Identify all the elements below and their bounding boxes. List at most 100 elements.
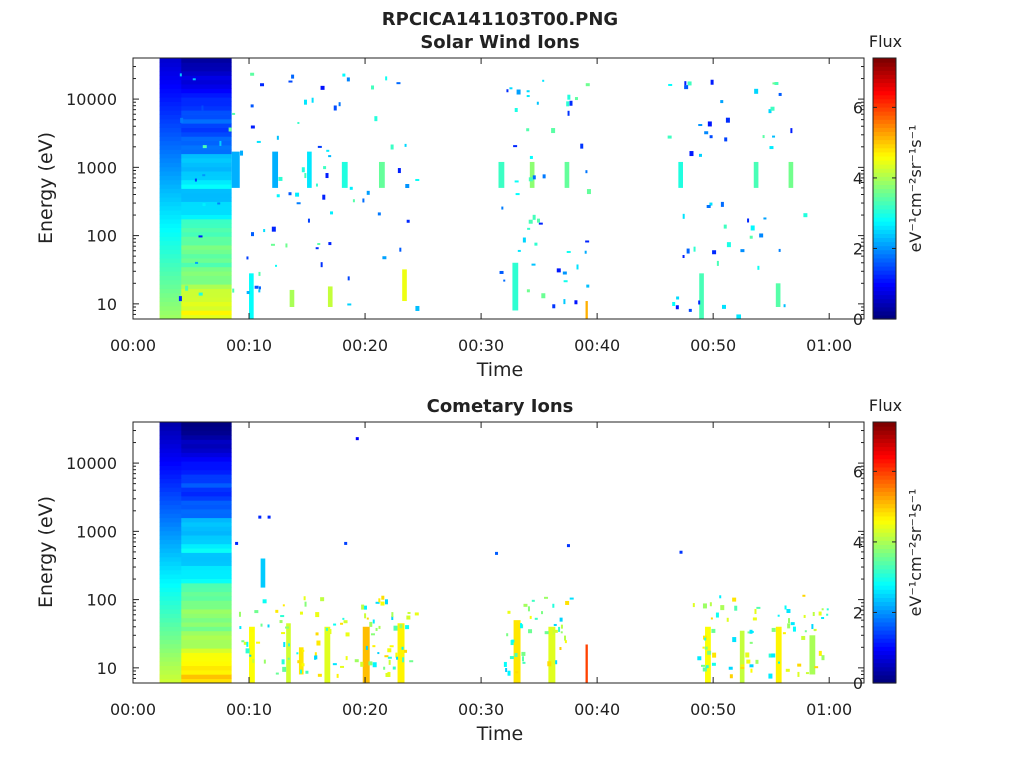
flux-bin — [159, 236, 232, 242]
flux-pixel — [754, 608, 757, 614]
flux-pixel — [178, 296, 182, 302]
flux-point — [355, 437, 359, 441]
colorbar-step — [873, 638, 896, 643]
flux-pixel — [340, 665, 345, 668]
flux-bin — [159, 652, 182, 658]
flux-pixel — [405, 184, 410, 189]
flux-pixel — [258, 271, 261, 276]
spectrogram-blocks — [159, 58, 794, 320]
flux-bin — [159, 626, 182, 632]
colorbar-step — [873, 123, 896, 128]
flux-pixel — [790, 622, 795, 626]
flux-pixel — [804, 630, 807, 633]
flux-bin — [159, 232, 182, 237]
flux-pixel — [826, 613, 829, 616]
flux-pixel — [267, 624, 270, 628]
flux-pixel — [702, 667, 707, 672]
flux-pixel — [715, 612, 719, 618]
flux-pixel — [821, 608, 824, 611]
colorbar-step — [873, 466, 896, 472]
flux-pixel — [322, 194, 326, 200]
flux-pixel — [375, 627, 378, 631]
flux-bin — [159, 539, 182, 545]
flux-bin — [159, 262, 182, 268]
x-tick-label: 00:50 — [690, 700, 736, 719]
colorbar-step — [873, 66, 896, 71]
flux-pixel — [219, 140, 222, 146]
flux-bin — [159, 201, 232, 207]
flux-bin — [159, 279, 232, 285]
colorbar-tick-label: 2 — [853, 239, 863, 258]
flux-bin — [159, 482, 232, 488]
flux-bin — [159, 75, 232, 81]
flux-bin — [159, 648, 182, 653]
colorbar-step — [873, 58, 896, 63]
flux-pixel — [709, 202, 713, 206]
flux-bin — [159, 582, 232, 588]
flux-bin — [159, 166, 182, 172]
flux-bin — [159, 258, 232, 263]
flux-pixel — [399, 624, 403, 629]
flux-bin — [159, 652, 232, 658]
flux-pixel — [320, 262, 323, 268]
colorbar-step — [873, 265, 896, 271]
flux-pixel — [720, 605, 725, 611]
flux-bin — [159, 435, 232, 440]
flux-bin — [159, 487, 232, 492]
flux-pixel — [382, 256, 387, 260]
flux-pixel — [514, 107, 518, 112]
colorbar-step — [873, 98, 896, 104]
flux-bin — [159, 131, 232, 137]
colorbar-step — [873, 131, 896, 137]
flux-bin — [159, 136, 232, 142]
flux-pixel — [179, 73, 182, 77]
flux-bin — [159, 210, 232, 215]
flux-pixel — [668, 83, 673, 86]
flux-pixel — [797, 671, 800, 677]
flux-pixel — [285, 243, 288, 248]
flux-bin — [159, 626, 232, 632]
colorbar-step — [873, 609, 896, 615]
flux-bin — [378, 161, 385, 188]
colorbar-step — [873, 135, 896, 141]
flux-bin — [159, 275, 232, 281]
flux-pixel — [378, 598, 381, 603]
flux-point — [344, 541, 348, 545]
flux-pixel — [317, 145, 322, 148]
flux-pixel — [241, 640, 245, 643]
flux-pixel — [263, 659, 266, 664]
flux-bin — [231, 151, 240, 188]
flux-pixel — [720, 100, 724, 104]
colorbar-step — [873, 462, 896, 468]
colorbar-step — [873, 184, 896, 190]
flux-pixel — [346, 77, 350, 82]
flux-pixel — [332, 663, 337, 666]
flux-pixel — [392, 666, 396, 670]
flux-bin — [159, 561, 182, 566]
flux-bin — [775, 283, 781, 307]
flux-pixel — [517, 249, 521, 252]
flux-pixel — [202, 174, 206, 177]
flux-pixel — [503, 279, 506, 282]
flux-pixel — [336, 673, 339, 678]
flux-pixel — [689, 151, 694, 157]
colorbar-step — [873, 487, 896, 492]
colorbar-tick-label: 4 — [853, 169, 863, 188]
flux-bin — [159, 469, 232, 475]
flux-bin — [159, 504, 232, 510]
flux-pixel — [254, 610, 259, 614]
flux-pixel — [813, 629, 816, 632]
flux-pixel — [687, 81, 692, 86]
flux-pixel — [276, 135, 279, 140]
flux-pixel — [250, 125, 255, 129]
colorbar-step — [873, 605, 896, 611]
flux-pixel — [768, 653, 773, 658]
flux-bin — [159, 478, 182, 484]
flux-pixel — [729, 674, 733, 679]
flux-bin — [159, 513, 232, 519]
flux-bin — [362, 626, 370, 683]
flux-bin — [159, 92, 182, 98]
plot-frame — [132, 57, 865, 320]
colorbar-step — [873, 221, 896, 226]
flux-pixel — [228, 127, 232, 132]
